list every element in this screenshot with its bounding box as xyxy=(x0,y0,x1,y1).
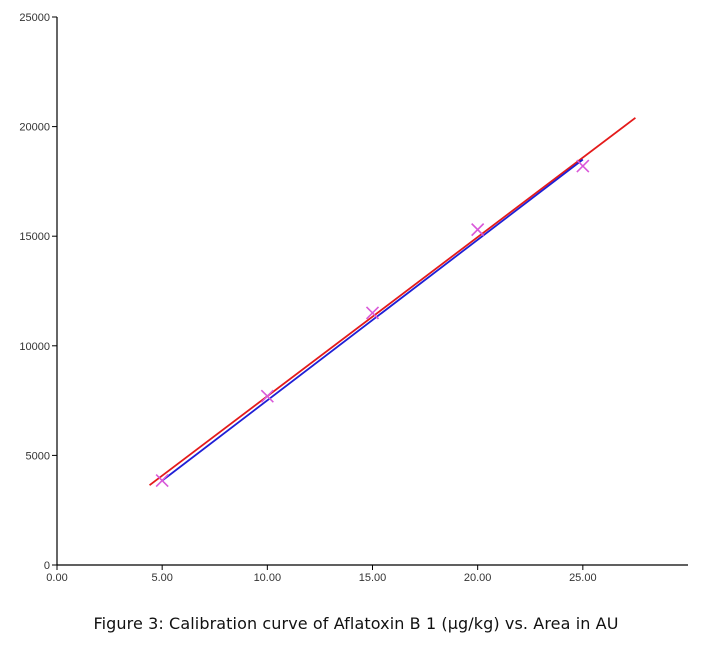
y-tick-label: 20000 xyxy=(19,122,50,134)
x-tick-label: 0.00 xyxy=(46,572,67,584)
x-tick-label: 20.00 xyxy=(464,572,492,584)
data-point xyxy=(260,389,274,403)
x-tick-label: 5.00 xyxy=(151,572,172,584)
data-point xyxy=(155,474,169,488)
data-markers xyxy=(155,159,590,488)
data-point xyxy=(471,223,485,237)
x-tick-label: 10.00 xyxy=(254,572,282,584)
data-point xyxy=(576,159,590,173)
data-point-stroke xyxy=(365,306,380,320)
x-tick-label: 15.00 xyxy=(359,572,387,584)
regression-lines xyxy=(149,117,636,486)
calibration-chart: 0 5000 10000 15000 20000 25000 0.00 5.00 10.00 15… xyxy=(19,12,688,584)
data-point-stroke xyxy=(155,474,169,488)
x-tick-label: 25.00 xyxy=(569,572,597,584)
y-tick-label: 0 xyxy=(44,560,50,572)
fit-line xyxy=(161,158,584,482)
y-tick-label: 10000 xyxy=(19,341,50,353)
y-tick-label: 15000 xyxy=(19,231,50,243)
y-tick-label: 25000 xyxy=(19,12,50,24)
data-point-stroke xyxy=(260,389,274,403)
extrapolation-line xyxy=(149,117,636,486)
tick-labels: 0 5000 10000 15000 20000 25000 0.00 5.00 10.00 15… xyxy=(19,12,596,584)
axes xyxy=(52,16,688,570)
data-point-stroke xyxy=(576,159,590,173)
data-point-stroke xyxy=(471,223,485,237)
y-tick-label: 5000 xyxy=(26,450,50,462)
data-point xyxy=(365,306,380,320)
figure-caption: Figure 3: Calibration curve of Aflatoxin… xyxy=(93,614,619,633)
